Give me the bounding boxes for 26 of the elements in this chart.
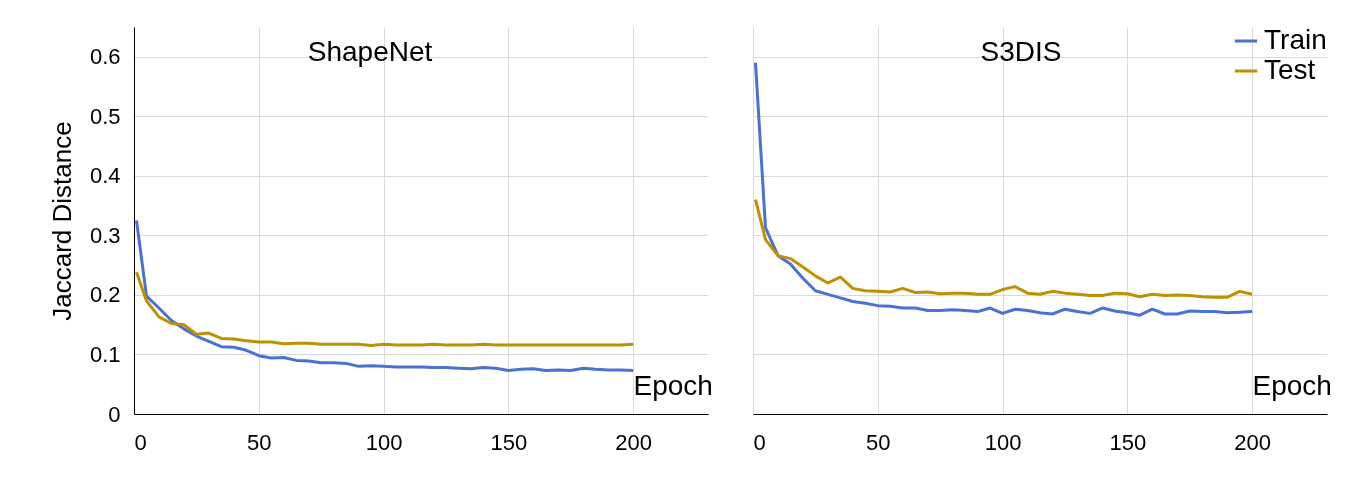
y-tick-label: 0.5 (89, 103, 121, 129)
legend-label: Test (1264, 54, 1316, 85)
chart-title: S3DIS (980, 36, 1062, 67)
y-tick-label: 0.3 (89, 222, 121, 248)
chart-title: ShapeNet (307, 36, 433, 67)
y-tick-label: 0.1 (89, 341, 121, 367)
y-axis-title: Jaccard Distance (46, 121, 77, 321)
x-tick-label: 0 (134, 429, 147, 455)
y-tick-label: 0.6 (89, 44, 121, 70)
x-tick-label: 100 (365, 429, 403, 455)
x-axis-title: Epoch (1252, 369, 1332, 401)
line-series (135, 219, 635, 373)
x-axis-title: Epoch (633, 369, 713, 401)
legend-label: Train (1264, 24, 1327, 55)
x-tick-label: 150 (1109, 429, 1147, 455)
x-tick-label: 200 (1234, 429, 1271, 455)
x-tick-label: 100 (984, 429, 1022, 455)
x-tick-label: 50 (247, 429, 272, 455)
x-tick-label: 50 (866, 429, 891, 455)
y-tick-label: 0 (108, 401, 121, 427)
y-tick-label: 0.4 (89, 163, 121, 189)
x-tick-label: 150 (490, 429, 528, 455)
y-tick-label: 0.2 (89, 282, 121, 308)
line-series (135, 270, 635, 348)
x-tick-label: 0 (753, 429, 766, 455)
x-tick-label: 200 (615, 429, 652, 455)
